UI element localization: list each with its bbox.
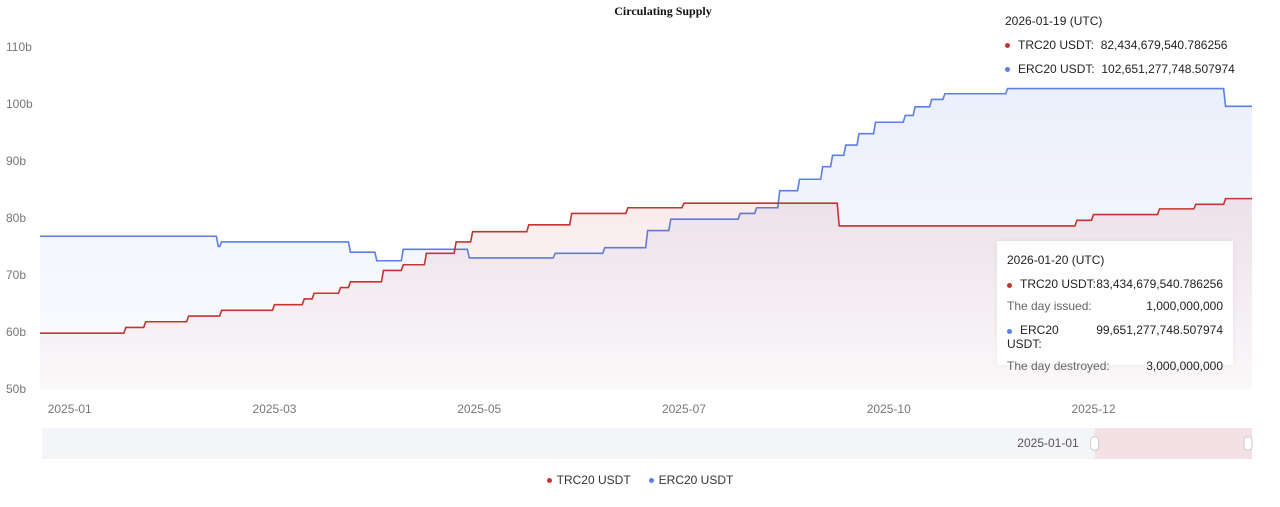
destroyed-value: 3,000,000,000 — [1146, 359, 1223, 373]
y-tick-label: 100b — [6, 97, 33, 111]
tooltip-top: 2026-01-19 (UTC) TRC20 USDT: 82,434,679,… — [1005, 14, 1235, 76]
trc-value: 83,434,679,540.786256 — [1096, 277, 1223, 291]
erc-dot-icon — [1007, 329, 1012, 334]
x-tick-label: 2025-01 — [48, 402, 92, 416]
issued-label: The day issued: — [1007, 299, 1092, 313]
tooltip-erc-value: 102,651,277,748.507974 — [1101, 62, 1235, 76]
y-tick-label: 80b — [6, 211, 26, 225]
tooltip-box: 2026-01-20 (UTC) TRC20 USDT: 83,434,679,5… — [997, 241, 1233, 373]
legend-label: TRC20 USDT — [556, 473, 631, 487]
y-tick-label: 90b — [6, 154, 26, 168]
y-tick-label: 110b — [6, 40, 32, 54]
destroyed-label: The day destroyed: — [1007, 359, 1110, 373]
issued-value: 1,000,000,000 — [1146, 299, 1223, 313]
trc-dot-icon — [1007, 283, 1012, 288]
tooltip-box-date: 2026-01-20 (UTC) — [1007, 253, 1105, 267]
legend-dot-icon — [648, 477, 654, 483]
x-tick-label: 2025-12 — [1071, 402, 1115, 416]
tooltip-trc-label: TRC20 USDT: — [1018, 38, 1095, 52]
y-tick-label: 50b — [6, 382, 26, 396]
tooltip-trc-value: 82,434,679,540.786256 — [1100, 38, 1228, 52]
erc-value: 99,651,277,748.507974 — [1096, 323, 1223, 337]
tooltip-date: 2026-01-19 (UTC) — [1005, 14, 1103, 28]
legend-label: ERC20 USDT — [658, 473, 734, 487]
trc20-usdt-line — [40, 197, 1252, 334]
x-tick-label: 2025-03 — [252, 402, 296, 416]
erc20-usdt-line — [40, 87, 1252, 262]
legend-item-trc20[interactable]: TRC20 USDT — [546, 473, 631, 487]
data-zoom-slider[interactable]: 2025-01-01 — [42, 428, 1253, 459]
x-tick-label: 2025-05 — [457, 402, 501, 416]
legend: TRC20 USDT ERC20 USDT — [0, 473, 1280, 487]
y-tick-label: 70b — [6, 268, 26, 282]
x-tick-label: 2025-10 — [867, 402, 911, 416]
y-tick-label: 60b — [6, 325, 26, 339]
slider-start-label: 2025-01-01 — [1017, 436, 1079, 450]
trc20-usdt-area — [40, 198, 1252, 389]
trc-label: TRC20 USDT: — [1020, 277, 1097, 291]
tooltip-erc-label: ERC20 USDT: — [1018, 62, 1095, 76]
legend-item-erc20[interactable]: ERC20 USDT — [648, 473, 734, 487]
slider-handle-right[interactable] — [1243, 436, 1253, 451]
legend-dot-icon — [546, 477, 552, 483]
trc-dot-icon — [1005, 42, 1010, 48]
slider-selection[interactable] — [1094, 428, 1252, 459]
x-tick-label: 2025-07 — [662, 402, 706, 416]
slider-handle-left[interactable] — [1090, 436, 1100, 451]
erc-label: ERC20 USDT: — [1007, 323, 1059, 351]
chart-title: Circulating Supply — [614, 4, 712, 18]
erc-dot-icon — [1005, 66, 1010, 72]
